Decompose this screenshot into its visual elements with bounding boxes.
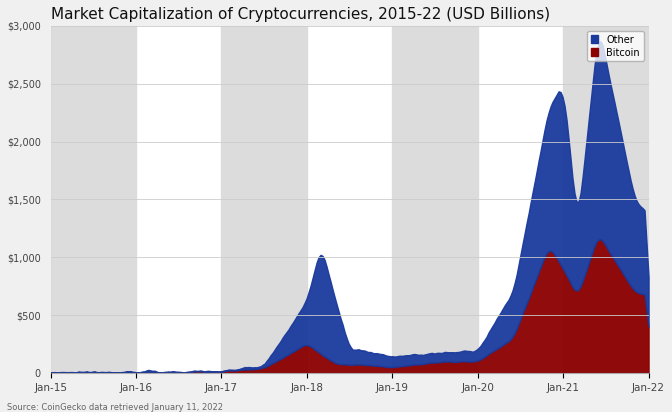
Bar <box>50 26 136 373</box>
Bar <box>392 26 478 373</box>
Text: Source: CoinGecko data retrieved January 11, 2022: Source: CoinGecko data retrieved January… <box>7 403 222 412</box>
Legend: Other, Bitcoin: Other, Bitcoin <box>587 31 644 61</box>
Bar <box>478 26 563 373</box>
Bar <box>307 26 392 373</box>
Bar <box>563 26 648 373</box>
Bar <box>136 26 222 373</box>
Bar <box>222 26 307 373</box>
Text: Market Capitalization of Cryptocurrencies, 2015-22 (USD Billions): Market Capitalization of Cryptocurrencie… <box>50 7 550 22</box>
